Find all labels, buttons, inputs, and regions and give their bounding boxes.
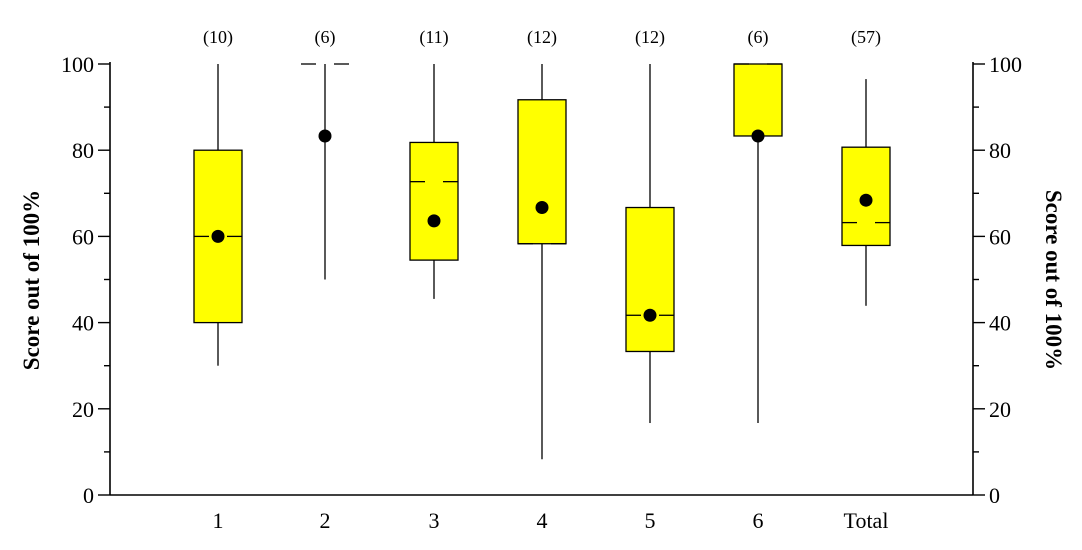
box-group-4 bbox=[517, 64, 567, 460]
x-tick-label: Total bbox=[844, 508, 889, 533]
box-group-total bbox=[841, 79, 891, 306]
mean-point bbox=[643, 308, 657, 322]
x-tick-label: 3 bbox=[429, 508, 440, 533]
y-axis-title-left: Score out of 100% bbox=[19, 190, 44, 370]
x-tick-label: 4 bbox=[537, 508, 548, 533]
y-tick-label-right: 0 bbox=[989, 483, 1000, 508]
count-label: (57) bbox=[851, 27, 881, 48]
y-tick-label-left: 40 bbox=[72, 311, 94, 336]
mean-point bbox=[427, 214, 441, 228]
count-label: (6) bbox=[315, 27, 336, 48]
axes bbox=[98, 62, 985, 496]
y-tick-label-left: 80 bbox=[72, 138, 94, 163]
y-tick-label-right: 60 bbox=[989, 224, 1011, 249]
box-iqr bbox=[517, 99, 567, 245]
y-axis-title-right: Score out of 100% bbox=[1041, 190, 1066, 370]
y-tick-label-left: 20 bbox=[72, 397, 94, 422]
x-tick-label: 5 bbox=[645, 508, 656, 533]
y-tick-label-right: 40 bbox=[989, 311, 1011, 336]
x-tick-label: 2 bbox=[320, 508, 331, 533]
mean-point bbox=[751, 129, 765, 143]
y-tick-label-right: 20 bbox=[989, 397, 1011, 422]
y-tick-label-left: 100 bbox=[61, 52, 94, 77]
box-iqr bbox=[733, 63, 783, 137]
box-group-2 bbox=[301, 63, 349, 280]
count-label: (10) bbox=[203, 27, 233, 48]
mean-point bbox=[535, 201, 549, 215]
y-tick-label-right: 80 bbox=[989, 138, 1011, 163]
box-iqr bbox=[409, 141, 459, 261]
x-tick-label: 6 bbox=[753, 508, 764, 533]
box-plot-series bbox=[193, 63, 891, 460]
box-group-1 bbox=[193, 64, 243, 366]
count-label: (12) bbox=[527, 27, 557, 48]
mean-point bbox=[859, 193, 873, 207]
count-label: (12) bbox=[635, 27, 665, 48]
labels: 0 0 20 20 40 40 60 60 80 80 100 100 1 (10) 2 (6) 3 (11) 4 (… bbox=[61, 27, 1022, 533]
y-tick-label-left: 60 bbox=[72, 224, 94, 249]
count-label: (6) bbox=[748, 27, 769, 48]
box-group-5 bbox=[625, 64, 675, 424]
box-iqr bbox=[625, 206, 675, 353]
y-tick-label-left: 0 bbox=[83, 483, 94, 508]
box-group-6 bbox=[733, 63, 783, 424]
mean-point bbox=[211, 229, 225, 243]
mean-point bbox=[318, 129, 332, 143]
x-tick-label: 1 bbox=[213, 508, 224, 533]
box-group-3 bbox=[409, 64, 459, 299]
count-label: (11) bbox=[419, 27, 448, 48]
y-tick-label-right: 100 bbox=[989, 52, 1022, 77]
